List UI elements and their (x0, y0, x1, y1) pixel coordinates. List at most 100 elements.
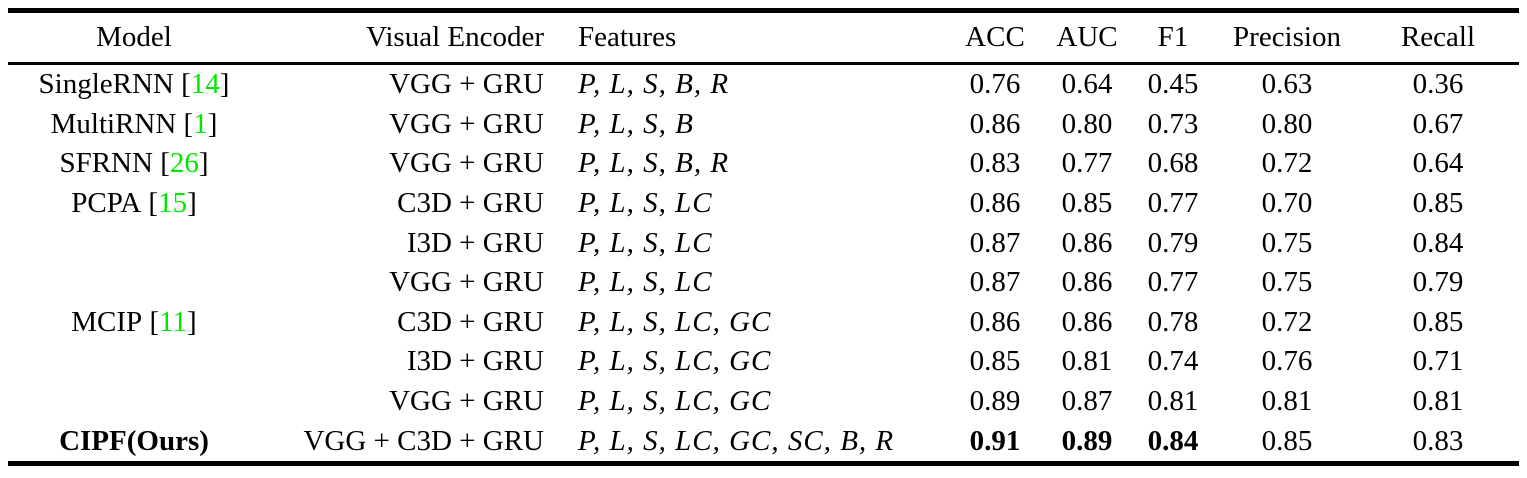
model-cell: PCPA [15] (8, 184, 260, 224)
recall-value: 0.67 (1412, 107, 1464, 140)
model-cell: SingleRNN [14] (8, 64, 260, 105)
model-cell (8, 263, 260, 303)
precision-value: 0.76 (1261, 345, 1313, 378)
table-row: SingleRNN [14] VGG + GRU P, L, S, B, R 0… (8, 64, 1519, 105)
precision-value: 0.72 (1261, 305, 1313, 338)
auc-value: 0.81 (1061, 345, 1113, 378)
col-header-auc: AUC (1045, 10, 1129, 65)
recall-value: 0.71 (1412, 345, 1464, 378)
auc-value: 0.87 (1061, 385, 1113, 418)
encoder-cell: C3D + GRU (397, 305, 544, 338)
model-name: SFRNN (59, 147, 161, 180)
encoder-cell: I3D + GRU (406, 345, 544, 378)
auc-value: 0.80 (1061, 107, 1113, 140)
citation-bracket-open: [ (183, 107, 194, 140)
acc-value: 0.86 (969, 187, 1021, 220)
model-name: PCPA (71, 187, 149, 220)
model-name: MultiRNN (50, 107, 184, 140)
precision-value: 0.70 (1261, 187, 1313, 220)
features-cell: P, L, S, LC, GC (578, 345, 772, 378)
table-row: VGG + GRU P, L, S, LC, GC 0.89 0.87 0.81… (8, 382, 1519, 422)
acc-value: 0.86 (969, 305, 1021, 338)
col-header-f1: F1 (1129, 10, 1217, 65)
citation-bracket-open: [ (149, 305, 160, 338)
citation-link[interactable]: 1 (193, 107, 208, 140)
features-cell: P, L, S, B, R (578, 68, 730, 101)
citation-bracket-close: ] (207, 107, 218, 140)
citation-link[interactable]: 26 (169, 147, 199, 180)
recall-value: 0.79 (1412, 266, 1464, 299)
features-cell: P, L, S, LC (578, 187, 713, 220)
recall-value: 0.85 (1412, 305, 1464, 338)
model-cell: CIPF(Ours) (8, 421, 260, 463)
col-header-acc: ACC (945, 10, 1045, 65)
encoder-cell: VGG + C3D + GRU (303, 424, 544, 457)
features-cell: P, L, S, B, R (578, 147, 730, 180)
features-cell: P, L, S, LC, GC (578, 305, 772, 338)
auc-value: 0.85 (1061, 187, 1113, 220)
model-cell (8, 342, 260, 382)
header-row: Model Visual Encoder Features ACC AUC F1… (8, 10, 1519, 65)
table-row: CIPF(Ours) VGG + C3D + GRU P, L, S, LC, … (8, 421, 1519, 463)
model-cell: MCIP [11] (8, 303, 260, 343)
col-header-precision: Precision (1217, 10, 1357, 65)
citation-link[interactable]: 15 (158, 187, 188, 220)
citation-bracket-close: ] (198, 147, 209, 180)
col-header-encoder: Visual Encoder (260, 10, 550, 65)
features-cell: P, L, S, LC (578, 266, 713, 299)
encoder-cell: VGG + GRU (389, 107, 544, 140)
precision-value: 0.81 (1261, 385, 1313, 418)
precision-value: 0.75 (1261, 226, 1313, 259)
results-table: Model Visual Encoder Features ACC AUC F1… (8, 8, 1519, 466)
table-row: VGG + GRU P, L, S, LC 0.87 0.86 0.77 0.7… (8, 263, 1519, 303)
acc-value: 0.91 (969, 424, 1021, 457)
citation-link[interactable]: 11 (159, 305, 188, 338)
encoder-cell: I3D + GRU (406, 226, 544, 259)
auc-value: 0.64 (1061, 68, 1113, 101)
auc-value: 0.86 (1061, 226, 1113, 259)
citation-bracket-close: ] (187, 187, 197, 220)
acc-value: 0.86 (969, 107, 1021, 140)
citation-link[interactable]: 14 (190, 68, 220, 101)
precision-value: 0.72 (1261, 147, 1313, 180)
table-row: SFRNN [26] VGG + GRU P, L, S, B, R 0.83 … (8, 144, 1519, 184)
features-cell: P, L, S, LC, GC, SC, B, R (578, 424, 895, 457)
model-name: MCIP (71, 305, 150, 338)
table-header: Model Visual Encoder Features ACC AUC F1… (8, 10, 1519, 65)
encoder-cell: C3D + GRU (397, 187, 544, 220)
f1-value: 0.81 (1147, 385, 1199, 418)
table-row: PCPA [15] C3D + GRU P, L, S, LC 0.86 0.8… (8, 184, 1519, 224)
f1-value: 0.84 (1147, 424, 1199, 457)
f1-value: 0.45 (1147, 68, 1199, 101)
model-name: CIPF(Ours) (59, 424, 209, 457)
auc-value: 0.77 (1061, 147, 1113, 180)
f1-value: 0.78 (1147, 305, 1199, 338)
precision-value: 0.75 (1261, 266, 1313, 299)
auc-value: 0.89 (1061, 424, 1113, 457)
model-cell: SFRNN [26] (8, 144, 260, 184)
encoder-cell: VGG + GRU (389, 68, 544, 101)
citation: [15] (148, 187, 196, 219)
acc-value: 0.89 (969, 385, 1021, 418)
citation: [11] (149, 306, 196, 338)
acc-value: 0.87 (969, 226, 1021, 259)
features-cell: P, L, S, LC (578, 226, 713, 259)
table-row: MCIP [11] C3D + GRU P, L, S, LC, GC 0.86… (8, 303, 1519, 343)
f1-value: 0.79 (1147, 226, 1199, 259)
col-header-recall: Recall (1357, 10, 1519, 65)
f1-value: 0.74 (1147, 345, 1199, 378)
model-cell: MultiRNN [1] (8, 105, 260, 145)
f1-value: 0.68 (1147, 147, 1199, 180)
encoder-cell: VGG + GRU (389, 385, 544, 418)
recall-value: 0.36 (1412, 68, 1464, 101)
precision-value: 0.63 (1261, 68, 1313, 101)
f1-value: 0.77 (1147, 187, 1199, 220)
citation-bracket-open: [ (181, 68, 191, 101)
recall-value: 0.81 (1412, 385, 1464, 418)
citation-bracket-open: [ (148, 187, 159, 220)
citation-bracket-close: ] (187, 305, 197, 338)
acc-value: 0.87 (969, 266, 1021, 299)
citation: [1] (184, 108, 218, 140)
table-body: SingleRNN [14] VGG + GRU P, L, S, B, R 0… (8, 64, 1519, 464)
